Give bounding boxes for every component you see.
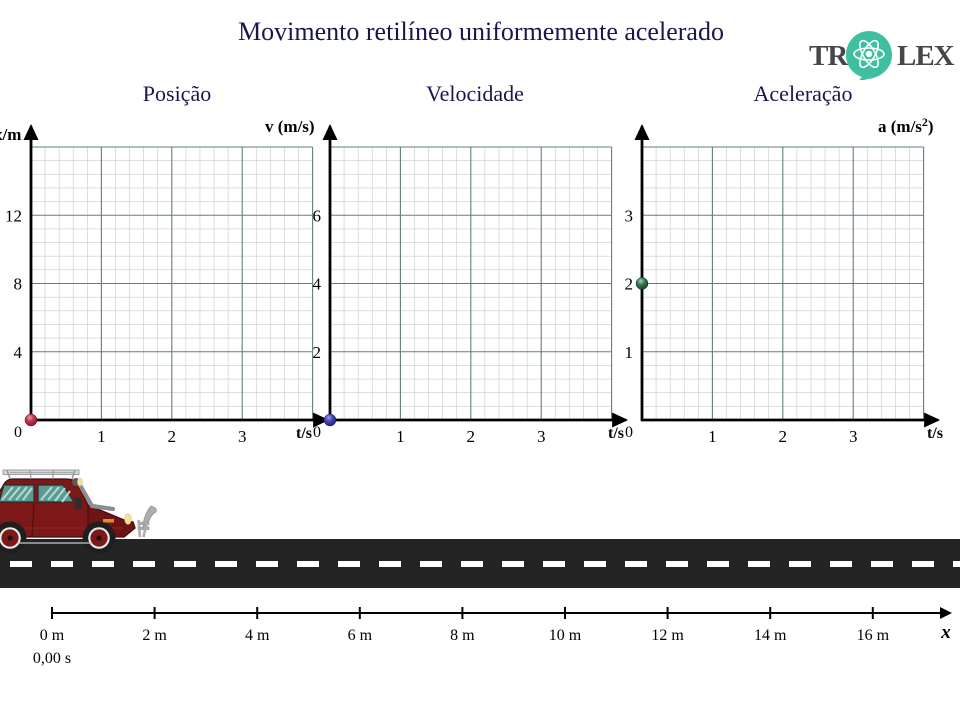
- svg-text:a (m/s2): a (m/s2): [878, 115, 934, 136]
- svg-text:4 m: 4 m: [245, 627, 270, 644]
- svg-text:3: 3: [849, 427, 858, 446]
- svg-text:1: 1: [396, 427, 405, 446]
- svg-text:6: 6: [313, 206, 322, 225]
- svg-text:0: 0: [625, 424, 633, 441]
- svg-text:2: 2: [313, 343, 322, 362]
- svg-text:3: 3: [625, 206, 634, 225]
- svg-text:8: 8: [14, 275, 23, 294]
- svg-text:0: 0: [313, 424, 321, 441]
- svg-text:2: 2: [625, 275, 634, 294]
- svg-text:16 m: 16 m: [857, 627, 890, 644]
- svg-text:x: x: [940, 622, 951, 643]
- svg-text:8 m: 8 m: [450, 627, 475, 644]
- svg-text:4: 4: [14, 343, 23, 362]
- svg-text:12 m: 12 m: [651, 627, 684, 644]
- svg-text:2: 2: [779, 427, 788, 446]
- svg-text:0 m: 0 m: [40, 627, 65, 644]
- svg-text:x/m: x/m: [0, 125, 21, 144]
- svg-text:0: 0: [14, 424, 22, 441]
- svg-text:6 m: 6 m: [348, 627, 373, 644]
- svg-text:3: 3: [537, 427, 546, 446]
- svg-text:t/s: t/s: [608, 425, 624, 442]
- svg-text:4: 4: [313, 275, 322, 294]
- svg-text:1: 1: [625, 343, 634, 362]
- svg-text:2 m: 2 m: [142, 627, 167, 644]
- svg-text:14 m: 14 m: [754, 627, 787, 644]
- svg-text:v (m/s): v (m/s): [265, 117, 315, 136]
- svg-text:2: 2: [168, 427, 177, 446]
- svg-text:1: 1: [708, 427, 717, 446]
- svg-text:3: 3: [238, 427, 247, 446]
- svg-text:10 m: 10 m: [549, 627, 582, 644]
- svg-text:1: 1: [97, 427, 106, 446]
- svg-text:2: 2: [467, 427, 476, 446]
- svg-text:12: 12: [5, 206, 22, 225]
- svg-text:0,00 s: 0,00 s: [33, 650, 71, 667]
- svg-text:t/s: t/s: [296, 425, 312, 442]
- svg-text:t/s: t/s: [927, 425, 943, 442]
